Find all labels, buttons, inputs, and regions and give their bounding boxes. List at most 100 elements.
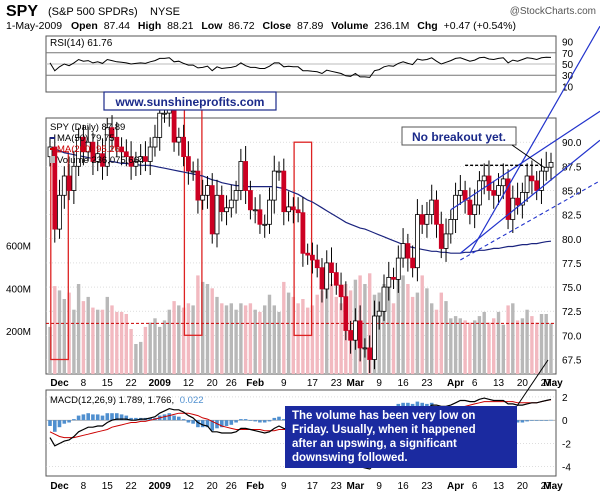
candle-body	[333, 272, 339, 286]
legend-volume: Volume 236,075,664	[57, 155, 144, 166]
x-axis-label: 22	[126, 481, 138, 492]
x-axis-label: 17	[307, 378, 319, 389]
candle-body	[85, 141, 91, 153]
ohlc-readout: 1-May-2009 Open 87.44 High 88.21 Low 86.…	[6, 20, 516, 32]
candle-body	[386, 276, 392, 288]
volume-bar	[329, 284, 334, 374]
highlight-box	[50, 151, 69, 361]
volume-bar	[282, 281, 286, 374]
x-axis-label: 20	[207, 378, 219, 389]
x-axis-label: 17	[307, 481, 319, 492]
macd-histogram-bar	[172, 415, 176, 421]
x-axis-label: 13	[493, 378, 505, 389]
volume-annotation-box	[285, 406, 517, 468]
candle-body	[438, 223, 444, 249]
volume-bar	[48, 326, 52, 374]
macd-histogram-bar	[191, 420, 195, 424]
rsi-tick-label: 30	[562, 71, 574, 82]
candle-body	[457, 190, 463, 196]
candle-body	[243, 161, 249, 191]
trend-channel	[450, 25, 600, 261]
volume-bar	[148, 322, 152, 374]
price-tick-label: 67.5	[562, 356, 582, 367]
rsi-tick-label: 10	[562, 82, 574, 93]
candle-body	[376, 310, 382, 317]
watermark-box	[103, 91, 277, 111]
volume-bar	[286, 292, 291, 374]
macd-histogram-bar	[110, 413, 114, 421]
macd-histogram-bar	[239, 419, 243, 421]
macd-histogram-bar	[530, 420, 534, 421]
macd-histogram-bar	[220, 420, 224, 428]
x-axis-label: 8	[81, 378, 87, 389]
volume-bar	[239, 303, 243, 374]
candle-body	[171, 107, 177, 143]
breakout-annotation-pointer	[511, 144, 546, 169]
copyright-label: @StockCharts.com	[510, 6, 596, 17]
macd-histogram-bar	[253, 420, 257, 422]
volume-bar	[62, 299, 66, 374]
volume-bar	[215, 296, 219, 374]
volume-bar	[492, 318, 496, 374]
volume-bar	[420, 275, 424, 374]
x-axis-label: 8	[81, 481, 87, 492]
x-axis-label: 23	[331, 481, 343, 492]
macd-histogram-bar	[177, 416, 181, 421]
exchange-label: NYSE	[150, 6, 180, 18]
macd-histogram-bar	[67, 420, 71, 423]
macd-histogram-bar	[95, 414, 100, 421]
volume-bar	[91, 307, 95, 374]
chg-label: Chg	[417, 20, 437, 32]
volume-bar	[549, 323, 553, 374]
x-axis-label: 9	[376, 481, 382, 492]
candle-body	[76, 136, 81, 167]
candle-body	[57, 194, 62, 230]
high-value: 88.21	[167, 20, 193, 32]
x-axis-label: 6	[472, 378, 478, 389]
x-axis-label: 20	[517, 481, 529, 492]
macd-histogram-bar	[48, 420, 52, 426]
candle-body	[238, 161, 244, 191]
volume-bar	[253, 309, 257, 374]
candle-body	[410, 257, 416, 269]
candle-body	[505, 178, 511, 220]
x-axis-label: 9	[281, 378, 287, 389]
candle-body	[329, 262, 334, 273]
macd-histogram-bar	[229, 420, 234, 425]
x-axis-label: May	[543, 378, 563, 389]
macd-histogram-bar	[186, 420, 191, 423]
macd-histogram-bar	[72, 419, 76, 421]
volume-bar	[453, 316, 458, 374]
candle-body	[90, 141, 96, 162]
candle-body	[200, 194, 206, 201]
volume-bar	[243, 305, 248, 374]
candle-body	[309, 254, 315, 261]
macd-tick-label: 2	[562, 393, 568, 404]
x-axis-label: Apr	[447, 378, 464, 389]
candle-body	[362, 347, 368, 350]
volume-bar	[181, 307, 186, 374]
macd-histogram-bar	[539, 420, 544, 421]
macd-histogram-bar	[162, 414, 167, 421]
macd-histogram-bar	[234, 420, 238, 423]
x-axis-label: 22	[126, 378, 138, 389]
x-axis-label: May	[543, 481, 563, 492]
macd-histogram-bar	[181, 419, 186, 421]
volume-bar	[110, 305, 114, 374]
candle-body	[262, 223, 268, 226]
x-axis-label: 9	[281, 481, 287, 492]
volume-bar	[172, 301, 176, 374]
macd-histogram-bar	[258, 420, 262, 423]
candle-body	[400, 243, 406, 259]
volume-bar	[410, 296, 415, 374]
candle-body	[252, 209, 258, 212]
legend-volume-swatch	[50, 156, 55, 163]
x-axis-label: 6	[472, 481, 478, 492]
volume-bar	[277, 311, 281, 374]
candle-body	[190, 170, 196, 173]
candle-body	[372, 315, 377, 360]
volume-bar	[468, 322, 472, 374]
macd-histogram-bar	[91, 414, 95, 421]
macd-histogram-bar	[525, 420, 529, 422]
